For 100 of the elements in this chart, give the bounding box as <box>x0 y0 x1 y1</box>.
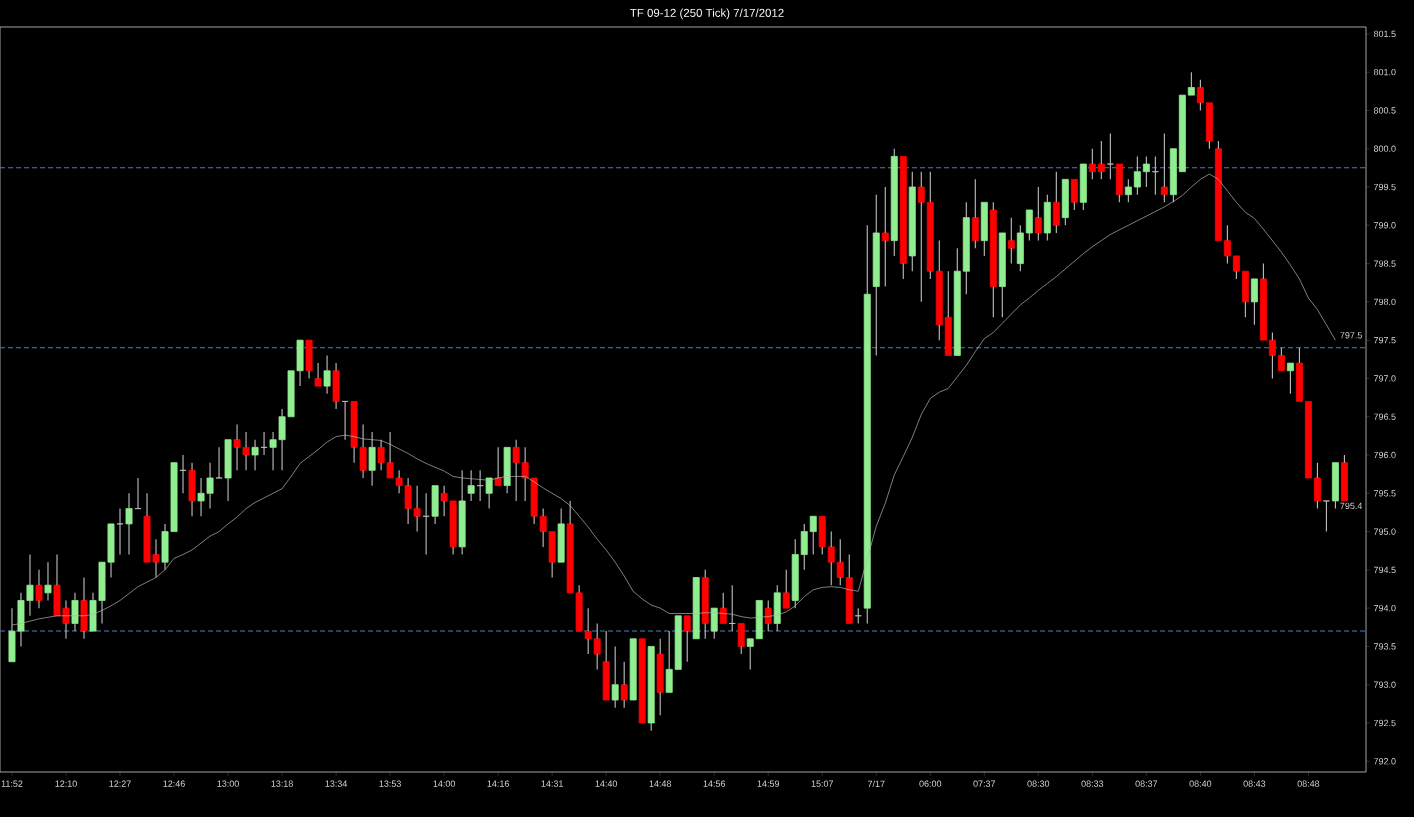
y-tick-label: 799.5 <box>1374 183 1396 191</box>
candlestick <box>188 462 196 517</box>
candlestick <box>1223 224 1231 265</box>
candlestick <box>647 646 655 732</box>
y-tick-label: 792.5 <box>1374 719 1396 727</box>
candlestick <box>971 178 979 249</box>
candlestick <box>935 240 943 341</box>
candlestick <box>836 538 844 586</box>
candlestick <box>1331 462 1339 510</box>
candlestick <box>737 623 745 655</box>
candlestick <box>800 523 808 571</box>
x-tick-label: 12:27 <box>109 780 131 787</box>
candlestick <box>1034 186 1042 242</box>
candlestick <box>1286 362 1294 395</box>
candlestick <box>944 270 952 356</box>
candlestick <box>485 477 493 510</box>
y-tick-label: 796.5 <box>1374 413 1396 420</box>
x-tick-label: 15:07 <box>811 780 834 787</box>
x-tick-label: 14:48 <box>649 780 672 787</box>
x-tick-label: 12:10 <box>55 780 77 787</box>
x-tick-label: 06:00 <box>919 780 942 787</box>
y-tick-label: 798.5 <box>1374 260 1396 267</box>
x-tick-label: 14:59 <box>757 780 780 787</box>
candlestick <box>1232 255 1240 280</box>
y-tick-label: 795.0 <box>1374 528 1396 535</box>
candlestick <box>1070 178 1078 211</box>
candlestick <box>125 492 133 556</box>
x-tick-label: 14:00 <box>433 780 455 787</box>
y-tick-label: 798.0 <box>1374 298 1396 306</box>
candlestick <box>1025 209 1033 242</box>
candlestick <box>881 186 889 288</box>
candlestick <box>1133 155 1141 196</box>
x-tick-label: 13:00 <box>217 780 239 787</box>
candlestick <box>1250 278 1258 326</box>
x-tick-label: 08:48 <box>1297 780 1320 787</box>
candlestick <box>818 515 826 556</box>
x-tick-label: 13:34 <box>325 780 348 787</box>
candlestick <box>1079 163 1087 211</box>
candlestick <box>467 469 475 502</box>
y-tick-label: 792.0 <box>1374 758 1396 765</box>
candlestick <box>656 638 664 716</box>
candlestick <box>620 661 628 709</box>
x-tick-label: 14:31 <box>541 780 563 787</box>
y-tick-label: 793.0 <box>1374 681 1396 688</box>
candlestick <box>314 362 322 387</box>
candlestick <box>1268 331 1276 379</box>
y-tick-label: 801.0 <box>1373 68 1396 76</box>
candlestick <box>332 362 340 410</box>
candlestick <box>890 148 898 257</box>
candlestick <box>962 201 970 295</box>
y-tick-label: 794.5 <box>1374 566 1396 574</box>
candlestick <box>809 515 817 556</box>
x-tick-label: 08:43 <box>1243 780 1266 787</box>
candlestick <box>1052 171 1060 234</box>
x-tick-label: 07:37 <box>973 780 996 787</box>
candlestick <box>323 354 331 395</box>
candlestick <box>35 569 43 609</box>
candlestick <box>1142 155 1150 188</box>
candlestick <box>746 638 754 670</box>
candlestick <box>224 439 232 502</box>
candlestick <box>989 201 997 318</box>
x-tick-label: 13:53 <box>379 780 401 787</box>
candlestick <box>251 439 259 471</box>
y-tick-label: 793.5 <box>1374 643 1396 650</box>
candlestick <box>611 645 619 709</box>
x-tick-label: 14:40 <box>595 780 618 787</box>
candlestick <box>305 339 313 379</box>
candlestick <box>782 569 790 609</box>
candlestick <box>998 232 1006 318</box>
y-tick-label: 795.5 <box>1374 490 1396 497</box>
candlestick <box>1088 148 1096 180</box>
annotation: 795.4 <box>1340 502 1363 509</box>
y-tick-label: 800.0 <box>1373 145 1396 152</box>
candlestick <box>872 194 880 357</box>
y-tick-label: 800.5 <box>1373 107 1396 114</box>
x-tick-label: 08:37 <box>1135 780 1158 787</box>
candlestick <box>827 531 835 586</box>
candlestick <box>602 630 610 701</box>
chart-title: TF 09-12 (250 Tick) 7/17/2012 <box>630 8 784 20</box>
x-tick-label: 08:33 <box>1081 780 1104 787</box>
candlestick <box>926 171 934 280</box>
y-tick-label: 797.0 <box>1374 375 1396 382</box>
candlestick <box>1340 454 1348 502</box>
candlestick <box>431 485 439 525</box>
candlestick <box>1313 462 1321 510</box>
x-tick-label: 14:56 <box>703 780 726 787</box>
candlestick <box>917 171 925 303</box>
candlestick <box>503 446 511 494</box>
candlestick <box>791 538 799 609</box>
candlestick <box>1097 140 1105 180</box>
candlestick <box>1322 500 1330 533</box>
x-tick-label: 14:16 <box>487 780 509 787</box>
candlestick <box>908 171 916 272</box>
candlestick <box>44 561 52 602</box>
y-tick-label: 797.5 <box>1374 336 1396 344</box>
y-tick-label: 801.5 <box>1373 30 1396 38</box>
candlestick <box>368 431 376 487</box>
x-tick-label: 13:18 <box>271 780 293 787</box>
candlestick <box>494 446 502 487</box>
x-tick-label: 08:30 <box>1027 780 1050 787</box>
